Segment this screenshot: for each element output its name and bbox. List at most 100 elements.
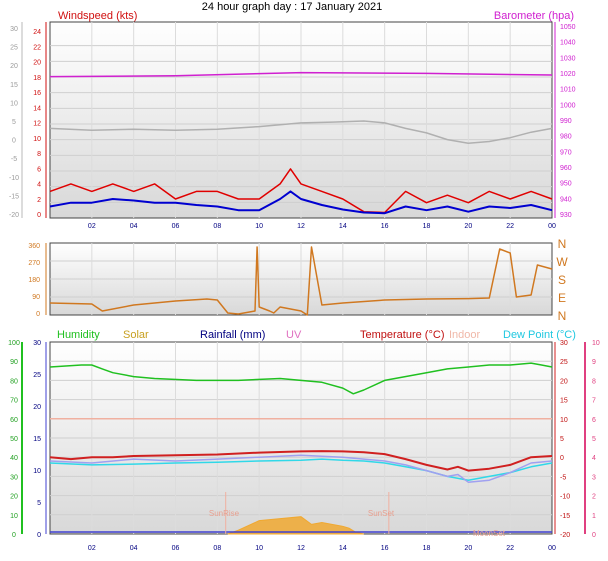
barometer-tick-label: 960 <box>560 165 572 172</box>
humidity-tick-label: 70 <box>10 398 18 405</box>
barometer-tick-label: 970 <box>560 149 572 156</box>
windspeed-tick-label: 2 <box>37 197 41 204</box>
x-tick-label: 02 <box>88 223 96 230</box>
compass-label: N <box>558 237 567 251</box>
windspeed-tick-label: 6 <box>37 166 41 173</box>
series-line-humidity <box>49 362 553 395</box>
uv-tick-label: 3 <box>592 474 596 481</box>
humidity-tick-label: 0 <box>12 532 16 539</box>
x-tick-label: 10 <box>255 545 263 552</box>
rainfall-tick-label: 25 <box>33 372 41 379</box>
windspeed-tick-label: 0 <box>37 212 41 219</box>
temperature-tick-label: 10 <box>560 417 568 424</box>
uv-tick-label: 7 <box>592 398 596 405</box>
barometer-tick-label: 1040 <box>560 40 576 47</box>
outer-left-tick-label: -15 <box>9 193 19 200</box>
series-line-wind-direction <box>49 246 553 316</box>
series-line-barometer-hpa- <box>49 71 553 78</box>
x-tick-label: 14 <box>339 223 347 230</box>
x-tick-label: 20 <box>464 545 472 552</box>
windspeed-tick-label: 20 <box>33 60 41 67</box>
humidity-tick-label: 40 <box>10 455 18 462</box>
series-line-temperature-c <box>49 450 553 472</box>
barometer-axis-label: Barometer (hpa) <box>494 10 574 22</box>
legend-entry: Dew Point (°C) <box>503 329 576 341</box>
barometer-tick-label: 930 <box>560 212 572 219</box>
compass-label: E <box>558 291 566 305</box>
uv-tick-label: 2 <box>592 494 596 501</box>
windspeed-tick-label: 24 <box>33 29 41 36</box>
outer-left-tick-label: -5 <box>11 156 17 163</box>
x-tick-label: 12 <box>297 223 305 230</box>
legend-entry: Temperature (°C) <box>360 329 444 341</box>
temperature-tick-label: -5 <box>560 474 566 481</box>
x-tick-label: 04 <box>130 223 138 230</box>
x-tick-label: 08 <box>213 223 221 230</box>
legend-entry: Rainfall (mm) <box>200 329 265 341</box>
windspeed-axis-label: Windspeed (kts) <box>58 10 137 22</box>
annotation-label: SunRise <box>209 509 240 518</box>
temperature-tick-label: 5 <box>560 436 564 443</box>
x-tick-label: 18 <box>423 223 431 230</box>
uv-tick-label: 8 <box>592 378 596 385</box>
barometer-tick-label: 990 <box>560 118 572 125</box>
windspeed-tick-label: 10 <box>33 136 41 143</box>
direction-tick-label: 0 <box>36 311 40 318</box>
legend-entry: Indoor <box>449 329 481 341</box>
uv-tick-label: 0 <box>592 532 596 539</box>
x-tick-label: 02 <box>88 545 96 552</box>
uv-tick-label: 4 <box>592 455 596 462</box>
windspeed-tick-label: 22 <box>33 44 41 51</box>
humidity-tick-label: 60 <box>10 417 18 424</box>
barometer-tick-label: 1010 <box>560 87 576 94</box>
rainfall-tick-label: 10 <box>33 468 41 475</box>
humidity-tick-label: 100 <box>8 340 20 347</box>
x-tick-label: 16 <box>381 545 389 552</box>
annotation-label: SunSet <box>368 509 395 518</box>
temperature-tick-label: 30 <box>560 340 568 347</box>
outer-left-tick-label: 5 <box>12 119 16 126</box>
x-tick-label: 04 <box>130 545 138 552</box>
compass-label: S <box>558 273 566 287</box>
wind-baro-panel: Windspeed (kts) Barometer (hpa) 30252015… <box>9 10 576 230</box>
outer-left-tick-label: 25 <box>10 45 18 52</box>
compass-label: N <box>558 309 567 323</box>
chart-title: 24 hour graph day : 17 January 2021 <box>202 1 382 13</box>
series-line-dew-point-c <box>49 458 553 481</box>
x-tick-label: 06 <box>172 223 180 230</box>
legend-entry: Humidity <box>57 329 100 341</box>
rainfall-tick-label: 5 <box>37 500 41 507</box>
uv-tick-label: 5 <box>592 436 596 443</box>
humidity-tick-label: 50 <box>10 436 18 443</box>
x-tick-label: 10 <box>255 223 263 230</box>
uv-tick-label: 10 <box>592 340 600 347</box>
direction-tick-label: 270 <box>28 260 40 267</box>
x-tick-label: 08 <box>213 545 221 552</box>
humidity-tick-label: 90 <box>10 359 18 366</box>
humidity-tick-label: 30 <box>10 474 18 481</box>
windspeed-tick-label: 4 <box>37 182 41 189</box>
barometer-tick-label: 1000 <box>560 102 576 109</box>
temperature-tick-label: -10 <box>560 494 570 501</box>
x-tick-label: 20 <box>464 223 472 230</box>
compass-label: W <box>556 255 568 269</box>
x-tick-label: 14 <box>339 545 347 552</box>
temperature-tick-label: -20 <box>560 532 570 539</box>
barometer-tick-label: 950 <box>560 181 572 188</box>
windspeed-tick-label: 12 <box>33 121 41 128</box>
series-line-temperature <box>49 120 553 145</box>
uv-tick-label: 1 <box>592 513 596 520</box>
windspeed-tick-label: 8 <box>37 151 41 158</box>
temperature-tick-label: 20 <box>560 378 568 385</box>
outer-left-tick-label: 30 <box>10 26 18 33</box>
barometer-tick-label: 1020 <box>560 71 576 78</box>
humidity-tick-label: 80 <box>10 378 18 385</box>
windspeed-tick-label: 14 <box>33 105 41 112</box>
temp-humidity-panel: Humidity Solar Rainfall (mm) UV Temperature … <box>8 329 600 552</box>
outer-left-tick-label: 0 <box>12 138 16 145</box>
uv-tick-label: 6 <box>592 417 596 424</box>
x-tick-label: 22 <box>506 223 514 230</box>
outer-left-tick-label: -10 <box>9 175 19 182</box>
